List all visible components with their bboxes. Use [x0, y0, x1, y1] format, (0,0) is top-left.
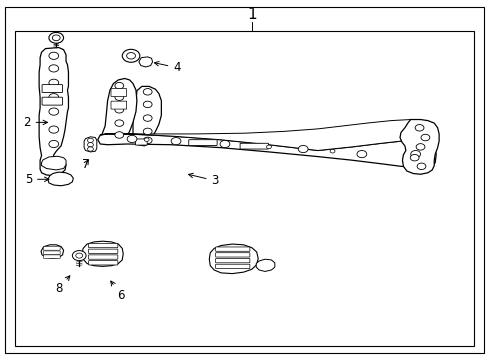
FancyBboxPatch shape [43, 255, 60, 258]
Circle shape [49, 79, 59, 86]
Polygon shape [39, 48, 68, 176]
Circle shape [76, 253, 82, 258]
Circle shape [414, 125, 423, 131]
Circle shape [49, 65, 59, 72]
Circle shape [143, 89, 152, 95]
Circle shape [115, 132, 123, 138]
FancyBboxPatch shape [43, 251, 60, 255]
Circle shape [329, 149, 334, 153]
Circle shape [410, 150, 420, 158]
Circle shape [171, 138, 181, 145]
Circle shape [266, 145, 271, 149]
Polygon shape [209, 244, 258, 274]
Circle shape [415, 144, 424, 150]
Circle shape [420, 134, 429, 141]
Circle shape [49, 140, 59, 148]
Circle shape [87, 138, 93, 143]
Polygon shape [399, 120, 438, 174]
Polygon shape [82, 241, 123, 266]
FancyBboxPatch shape [111, 101, 126, 109]
FancyBboxPatch shape [88, 261, 118, 265]
Circle shape [409, 154, 418, 161]
Text: 4: 4 [154, 61, 181, 74]
Polygon shape [41, 156, 66, 170]
FancyBboxPatch shape [188, 140, 217, 145]
FancyBboxPatch shape [135, 139, 147, 145]
FancyBboxPatch shape [43, 247, 60, 250]
Polygon shape [139, 57, 152, 67]
Circle shape [49, 108, 59, 115]
Circle shape [87, 143, 93, 147]
Text: 2: 2 [23, 116, 47, 129]
Circle shape [298, 145, 307, 153]
Text: 6: 6 [111, 281, 125, 302]
Circle shape [115, 120, 123, 126]
Circle shape [143, 115, 152, 121]
FancyBboxPatch shape [88, 243, 118, 248]
Circle shape [49, 52, 59, 59]
FancyBboxPatch shape [42, 97, 62, 105]
Polygon shape [48, 172, 73, 186]
Circle shape [126, 53, 135, 59]
Circle shape [115, 94, 123, 100]
FancyBboxPatch shape [215, 264, 249, 269]
Circle shape [49, 126, 59, 133]
FancyBboxPatch shape [215, 247, 249, 251]
FancyBboxPatch shape [111, 89, 126, 96]
Circle shape [127, 135, 137, 143]
Polygon shape [256, 259, 274, 271]
Circle shape [416, 163, 425, 170]
Circle shape [144, 138, 149, 141]
Circle shape [143, 137, 152, 144]
Bar [15, 31, 473, 346]
FancyBboxPatch shape [42, 85, 62, 93]
FancyBboxPatch shape [88, 255, 118, 259]
Circle shape [87, 147, 93, 151]
Polygon shape [41, 245, 63, 258]
FancyBboxPatch shape [215, 253, 249, 257]
Circle shape [356, 150, 366, 158]
Text: 3: 3 [188, 173, 219, 187]
Circle shape [49, 94, 59, 101]
Circle shape [220, 140, 229, 148]
Circle shape [122, 49, 140, 62]
Text: 8: 8 [55, 276, 70, 295]
FancyBboxPatch shape [240, 143, 268, 149]
Text: 5: 5 [24, 173, 49, 186]
Circle shape [49, 32, 63, 43]
FancyBboxPatch shape [215, 258, 249, 263]
Circle shape [143, 128, 152, 135]
Circle shape [115, 82, 123, 89]
Circle shape [52, 35, 60, 41]
Circle shape [115, 107, 123, 113]
Text: 7: 7 [81, 158, 89, 171]
Circle shape [143, 101, 152, 108]
Text: 1: 1 [246, 7, 256, 22]
Polygon shape [84, 137, 97, 152]
Polygon shape [102, 78, 137, 143]
FancyBboxPatch shape [88, 249, 118, 253]
Polygon shape [100, 120, 433, 150]
Circle shape [72, 251, 86, 261]
Polygon shape [133, 86, 161, 146]
Polygon shape [98, 134, 435, 167]
